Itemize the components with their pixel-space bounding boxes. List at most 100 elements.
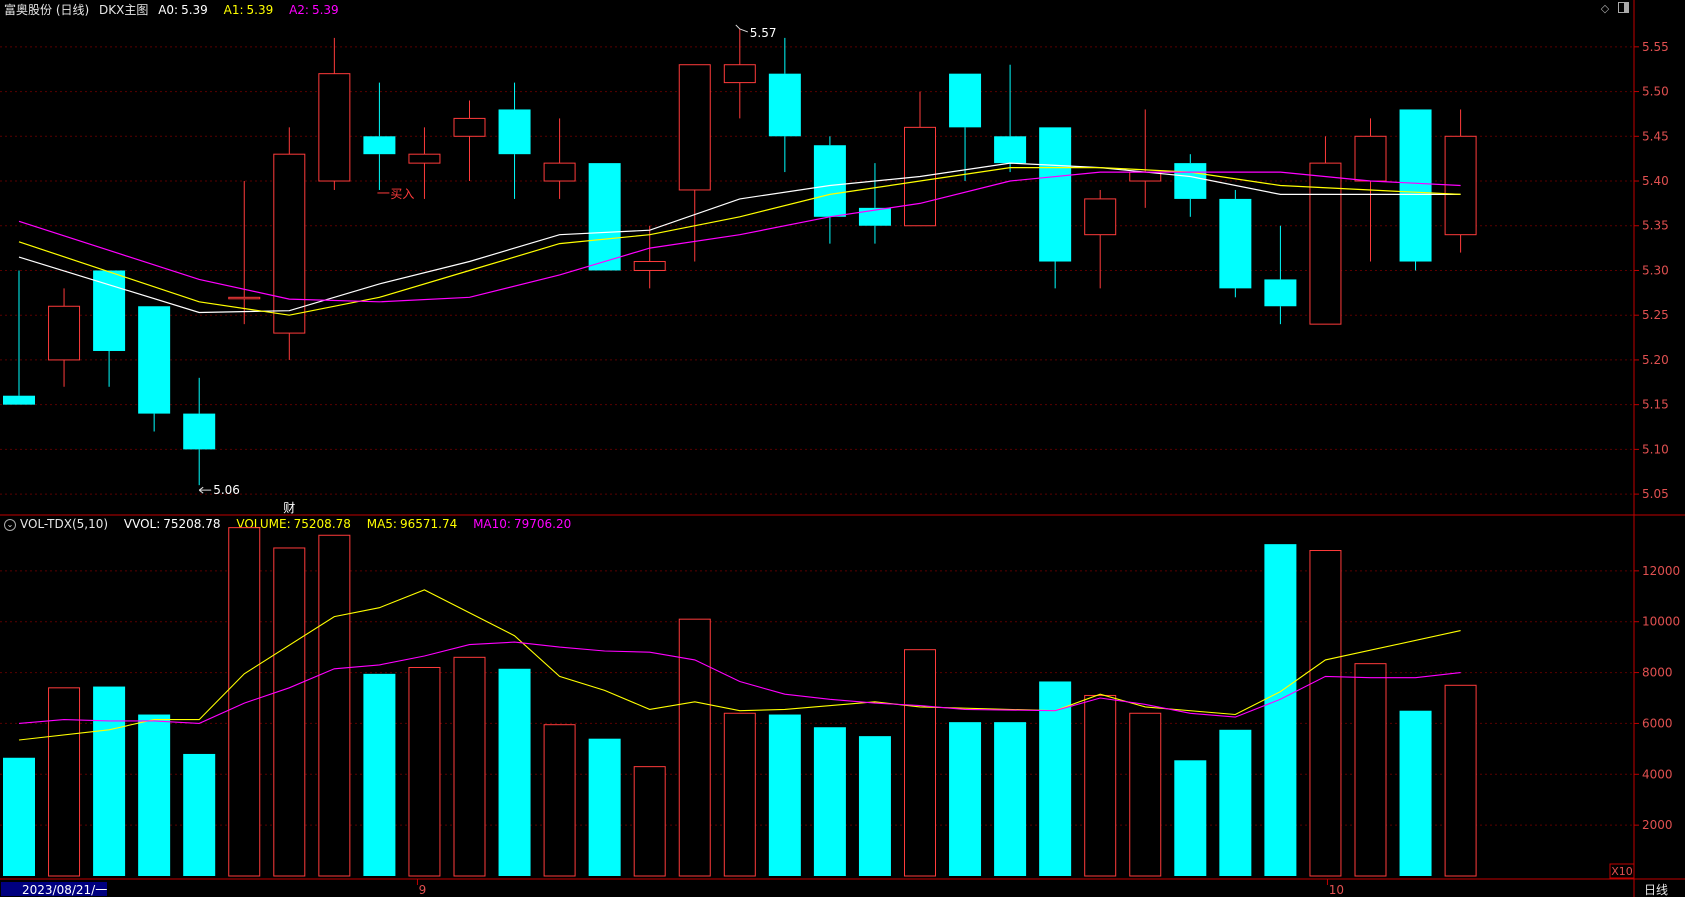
volume-bar-up [1084, 694, 1117, 877]
volume-bar-down [93, 686, 126, 876]
volume-bar-down [1219, 729, 1252, 876]
candle-body-up [543, 162, 576, 182]
volume-bar-up [408, 666, 441, 877]
candle-body-down [994, 136, 1027, 164]
price-tick-label: 5.25 [1642, 308, 1669, 322]
candle-body-up [1084, 198, 1117, 236]
volume-value: 75208.78 [293, 517, 351, 531]
volume-bar-down [813, 727, 846, 876]
price-tick-label: 5.30 [1642, 263, 1669, 277]
volume-bar-up [543, 724, 576, 877]
volume-tick-label: 4000 [1642, 767, 1673, 781]
volume-bar-up [48, 687, 81, 877]
volume-bar-up [273, 547, 306, 877]
candle-body-down [498, 109, 531, 155]
stock-name[interactable]: 富奥股份 (日线) [4, 3, 90, 17]
volume-tick-label: 12000 [1642, 564, 1680, 578]
diamond-icon[interactable]: ◇ [1600, 2, 1610, 15]
volume-bar-down [858, 736, 891, 876]
candle-body-up [678, 64, 711, 191]
series-line-a1 [18, 167, 1461, 316]
price-tick-label: 5.05 [1642, 487, 1669, 501]
buy-signal-label: 买入 [390, 187, 414, 201]
a1-value: 5.39 [246, 3, 274, 17]
candle-body-up [453, 117, 486, 137]
period-label: 日线 [1644, 883, 1668, 897]
ma5-value: 96571.74 [399, 517, 458, 531]
low-arrow [198, 486, 212, 494]
high-arrow [735, 24, 748, 33]
candle-body-up [228, 296, 261, 300]
volume-bar-down [363, 673, 396, 876]
volume-bar-down [498, 668, 531, 876]
price-tick-label: 5.40 [1642, 174, 1669, 188]
volume-bar-up [1129, 712, 1162, 877]
price-tick-label: 5.45 [1642, 129, 1669, 143]
candle-body-down [1264, 279, 1297, 307]
price-tick-label: 5.55 [1642, 40, 1669, 54]
volume-indicator-selector[interactable]: ⌄ VOL-TDX(5,10) [4, 517, 118, 531]
volume-bar-down [768, 714, 801, 876]
candle-body-down [813, 145, 846, 217]
series-line-a2 [18, 171, 1461, 303]
ma5-label: MA5: 96571.74 [366, 517, 458, 531]
volume-bar-down [138, 714, 171, 876]
candle-body-down [588, 163, 621, 271]
candle-body-up [318, 73, 351, 182]
volume-line-ma5 [18, 589, 1461, 741]
candle-body-down [1399, 109, 1432, 262]
price-tick-label: 5.10 [1642, 442, 1669, 456]
panel-toggle-icon[interactable]: ⌄ [4, 518, 16, 531]
candle-body-down [183, 413, 216, 450]
a0-label: A0: 5.39 [158, 3, 208, 17]
finance-marker: 财 [283, 501, 295, 515]
candle-body-down [858, 207, 891, 226]
indicator-selector[interactable]: DKX主图 [99, 3, 149, 17]
candle-body-up [633, 261, 666, 271]
price-tick-label: 5.15 [1642, 398, 1669, 412]
month-label-9: 9 [419, 883, 427, 897]
volume-bar-up [1444, 684, 1477, 877]
price-panel-header: 富奥股份 (日线) DKX主图 A0: 5.39 A1: 5.39 A2: 5.39 [4, 1, 351, 19]
volume-bar-down [3, 757, 35, 876]
a1-label: A1: 5.39 [223, 3, 274, 17]
volume-bar-down [1039, 681, 1072, 876]
volume-bar-up [678, 618, 711, 877]
volume-bar-down [1399, 710, 1432, 876]
candle-body-down [1174, 163, 1207, 199]
volume-bar-down [1264, 544, 1297, 876]
volume-scale-label: X10 [1611, 865, 1633, 878]
volume-tick-label: 6000 [1642, 716, 1673, 730]
price-tick-label: 5.50 [1642, 85, 1669, 99]
month-label-10: 10 [1329, 883, 1344, 897]
candle-body-up [408, 153, 441, 164]
high-price-label: 5.57 [750, 26, 777, 40]
volume-bar-down [183, 753, 216, 876]
volume-bar-up [228, 527, 261, 877]
a0-value: 5.39 [181, 3, 208, 17]
ma10-value: 79706.20 [513, 517, 572, 531]
candle-body-down [768, 73, 801, 137]
candle-body-up [723, 64, 756, 84]
volume-panel-header: ⌄ VOL-TDX(5,10) VVOL: 75208.78 VOLUME: 7520… [4, 515, 583, 533]
date-label: 2023/08/21/一 [22, 883, 107, 897]
candle-body-up [48, 305, 81, 361]
price-tick-label: 5.20 [1642, 353, 1669, 367]
volume-bar-down [1174, 760, 1207, 876]
volume-tick-label: 8000 [1642, 666, 1673, 680]
candle-body-up [273, 153, 306, 334]
a2-label: A2: 5.39 [289, 3, 339, 17]
candle-body-up [1309, 162, 1342, 325]
volume-bar-down [994, 722, 1027, 876]
candle-body-up [1354, 135, 1387, 182]
volume-bar-up [318, 534, 351, 877]
candle-body-down [1219, 198, 1252, 289]
candle-body-down [3, 395, 35, 405]
candle-body-down [949, 73, 982, 128]
candle-body-down [93, 270, 126, 351]
volume-bar-up [1354, 663, 1387, 877]
window-icon[interactable] [1616, 2, 1630, 16]
volume-tick-label: 2000 [1642, 818, 1673, 832]
ma10-label: MA10: 79706.20 [473, 517, 572, 531]
